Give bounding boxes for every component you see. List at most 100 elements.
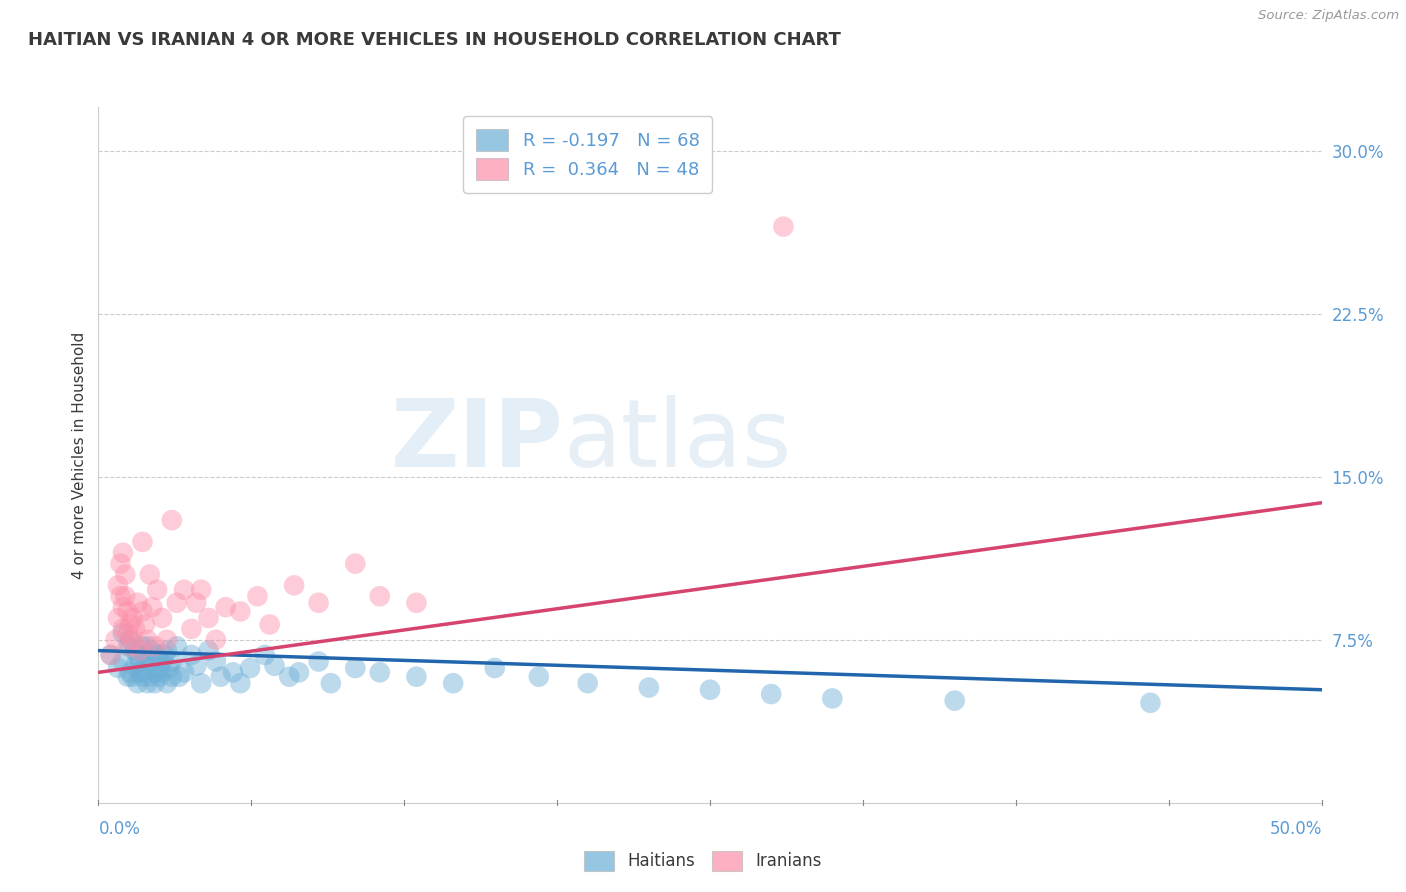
Point (104, 632, 127, 647)
Point (405, 596, 427, 610)
Text: 0.0%: 0.0% (98, 820, 141, 838)
Point (197, 643, 219, 657)
Point (156, 676, 179, 690)
Point (107, 661, 129, 675)
Point (129, 655, 152, 669)
Point (111, 546, 134, 560)
Point (121, 611, 143, 625)
Point (111, 600, 134, 615)
Point (134, 648, 156, 662)
Point (136, 676, 159, 690)
Point (131, 639, 153, 653)
Point (1139, 696, 1161, 710)
Y-axis label: 4 or more Vehicles in Household: 4 or more Vehicles in Household (72, 331, 87, 579)
Point (368, 589, 391, 603)
Point (308, 655, 330, 669)
Point (120, 617, 142, 632)
Point (222, 665, 245, 680)
Point (209, 670, 232, 684)
Point (344, 661, 367, 675)
Point (229, 605, 252, 619)
Text: Source: ZipAtlas.com: Source: ZipAtlas.com (1258, 9, 1399, 22)
Point (124, 643, 146, 657)
Point (120, 639, 142, 653)
Text: atlas: atlas (564, 395, 792, 487)
Point (150, 611, 173, 625)
Point (527, 670, 550, 684)
Text: 50.0%: 50.0% (1270, 820, 1322, 838)
Point (190, 582, 212, 597)
Point (173, 582, 195, 597)
Point (100, 648, 122, 662)
Point (278, 670, 301, 684)
Point (136, 639, 159, 653)
Point (405, 670, 427, 684)
Point (127, 596, 149, 610)
Point (821, 691, 844, 706)
Point (110, 557, 132, 571)
Point (180, 622, 202, 636)
Point (141, 655, 163, 669)
Point (308, 596, 330, 610)
Point (205, 655, 228, 669)
Point (143, 676, 166, 690)
Point (117, 626, 139, 640)
Point (344, 557, 367, 571)
Point (288, 665, 311, 680)
Point (127, 676, 149, 690)
Point (117, 639, 139, 653)
Point (139, 670, 162, 684)
Point (157, 661, 180, 675)
Point (146, 582, 169, 597)
Point (156, 632, 179, 647)
Point (131, 605, 153, 619)
Point (150, 655, 173, 669)
Point (107, 578, 129, 592)
Point (139, 567, 162, 582)
Point (107, 611, 129, 625)
Point (156, 643, 179, 657)
Point (120, 632, 142, 647)
Point (638, 681, 661, 695)
Point (134, 617, 156, 632)
Point (111, 626, 134, 640)
Point (239, 661, 262, 675)
Text: ZIP: ZIP (391, 395, 564, 487)
Point (124, 658, 146, 673)
Point (441, 676, 464, 690)
Point (131, 535, 153, 549)
Point (160, 655, 183, 669)
Point (180, 648, 202, 662)
Point (259, 617, 281, 632)
Text: HAITIAN VS IRANIAN 4 OR MORE VEHICLES IN HOUSEHOLD CORRELATION CHART: HAITIAN VS IRANIAN 4 OR MORE VEHICLES IN… (28, 31, 841, 49)
Point (120, 665, 142, 680)
Point (253, 648, 276, 662)
Point (111, 655, 134, 669)
Point (143, 665, 166, 680)
Point (943, 693, 966, 707)
Point (149, 670, 172, 684)
Point (190, 676, 212, 690)
Point (283, 578, 305, 592)
Point (114, 567, 136, 582)
Point (167, 670, 190, 684)
Point (166, 639, 188, 653)
Point (124, 622, 146, 636)
Point (229, 676, 252, 690)
Point (699, 682, 721, 697)
Point (100, 648, 122, 662)
Point (186, 596, 208, 610)
Point (134, 658, 156, 673)
Point (173, 665, 195, 680)
Point (160, 670, 183, 684)
Point (114, 589, 136, 603)
Point (141, 600, 163, 615)
Point (117, 605, 139, 619)
Point (368, 665, 391, 680)
Point (197, 611, 219, 625)
Point (111, 622, 134, 636)
Point (205, 632, 228, 647)
Point (131, 670, 153, 684)
Point (149, 661, 172, 675)
Point (576, 676, 599, 690)
